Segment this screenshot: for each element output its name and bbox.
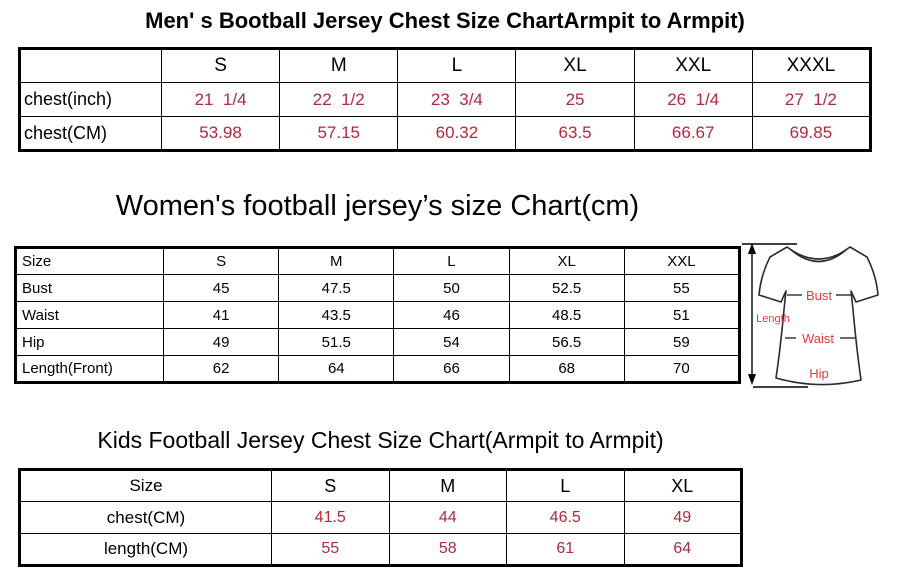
corner-cell: Size <box>15 247 164 275</box>
mens-chart-title: Men' s Bootball Jersey Chest Size ChartA… <box>145 8 745 33</box>
column-header: XL <box>508 247 625 275</box>
kids-chart-title: Kids Football Jersey Chest Size Chart(Ar… <box>97 427 664 453</box>
table-row: Length(Front) 62 64 66 68 70 <box>15 355 741 383</box>
row-label: Length(Front) <box>15 355 164 383</box>
length-arrow <box>742 243 808 388</box>
table-row: Bust 45 47.5 50 52.5 55 <box>15 274 741 302</box>
value-cell: 41.5 <box>271 501 390 534</box>
column-header: S <box>162 247 280 275</box>
table-row: length(CM) 55 58 61 64 <box>19 533 742 566</box>
shirt-measurement-diagram: Length Bust Waist Hip <box>740 238 901 390</box>
column-header: M <box>279 48 399 83</box>
value-cell: 52.5 <box>508 274 625 302</box>
value-cell: 69.85 <box>751 116 872 151</box>
hip-label: Hip <box>809 366 829 381</box>
header-row: Size S M L XL XXL <box>15 247 741 275</box>
column-header: S <box>160 48 281 83</box>
value-cell: 25 <box>515 82 635 117</box>
womens-chart-title: Women's football jersey’s size Chart(cm) <box>115 190 640 222</box>
table-row: chest(CM) 41.5 44 46.5 49 <box>19 501 742 534</box>
value-cell: 54 <box>393 328 510 356</box>
column-header: XXL <box>623 247 741 275</box>
value-cell: 48.5 <box>508 301 625 329</box>
value-cell: 47.5 <box>278 274 395 302</box>
value-cell: 56.5 <box>508 328 625 356</box>
value-cell: 44 <box>388 501 507 534</box>
table-row: Hip 49 51.5 54 56.5 59 <box>15 328 741 356</box>
value-cell: 66 <box>393 355 510 383</box>
table-row: chest(CM) 53.98 57.15 60.32 63.5 66.67 69.85 <box>19 116 872 151</box>
column-header: S <box>271 469 390 502</box>
length-label: Length <box>756 313 790 325</box>
value-cell: 43.5 <box>278 301 395 329</box>
table-row: chest(inch) 21 1/4 22 1/2 23 3/4 25 26 1/4 27 … <box>19 82 872 117</box>
value-cell: 45 <box>162 274 280 302</box>
value-cell: 21 1/4 <box>160 82 281 117</box>
value-cell: 53.98 <box>160 116 281 151</box>
shirt-outline-icon <box>758 246 879 386</box>
value-cell: 51 <box>623 301 741 329</box>
value-cell: 57.15 <box>279 116 399 151</box>
value-cell: 49 <box>162 328 280 356</box>
value-cell: 51.5 <box>278 328 395 356</box>
row-label: chest(CM) <box>19 116 162 151</box>
corner-cell: Size <box>19 469 272 502</box>
value-cell: 46 <box>393 301 510 329</box>
row-label: Hip <box>15 328 164 356</box>
value-cell: 22 1/2 <box>279 82 399 117</box>
column-header: XL <box>515 48 635 83</box>
column-header: XXL <box>633 48 753 83</box>
value-cell: 55 <box>271 533 390 566</box>
waist-label: Waist <box>802 331 834 346</box>
column-header: M <box>278 247 395 275</box>
kids-size-table: Size S M L XL chest(CM) 41.5 44 46.5 49 length(CM)… <box>18 468 743 567</box>
column-header: XXXL <box>751 48 872 83</box>
value-cell: 61 <box>506 533 625 566</box>
row-label: length(CM) <box>19 533 272 566</box>
value-cell: 50 <box>393 274 510 302</box>
table-row: Waist 41 43.5 46 48.5 51 <box>15 301 741 329</box>
value-cell: 59 <box>623 328 741 356</box>
mens-size-table: S M L XL XXL XXXL chest(inch) 21 1/4 22 1/2 23 3/… <box>18 47 872 152</box>
value-cell: 68 <box>508 355 625 383</box>
value-cell: 60.32 <box>397 116 517 151</box>
value-cell: 23 3/4 <box>397 82 517 117</box>
value-cell: 46.5 <box>506 501 625 534</box>
womens-size-table: Size S M L XL XXL Bust 45 47.5 50 52.5 55 Waist 41 43.… <box>14 246 741 384</box>
value-cell: 27 1/2 <box>751 82 872 117</box>
corner-cell <box>19 48 162 83</box>
value-cell: 55 <box>623 274 741 302</box>
row-label: chest(inch) <box>19 82 162 117</box>
value-cell: 70 <box>623 355 741 383</box>
value-cell: 41 <box>162 301 280 329</box>
value-cell: 26 1/4 <box>633 82 753 117</box>
header-row: Size S M L XL <box>19 469 742 502</box>
value-cell: 58 <box>388 533 507 566</box>
value-cell: 62 <box>162 355 280 383</box>
row-label: Waist <box>15 301 164 329</box>
column-header: M <box>388 469 507 502</box>
column-header: L <box>393 247 510 275</box>
measurement-lines <box>785 294 855 339</box>
column-header: L <box>397 48 517 83</box>
bust-label: Bust <box>806 288 832 303</box>
value-cell: 64 <box>278 355 395 383</box>
column-header: XL <box>623 469 742 502</box>
row-label: Bust <box>15 274 164 302</box>
value-cell: 63.5 <box>515 116 635 151</box>
column-header: L <box>506 469 625 502</box>
row-label: chest(CM) <box>19 501 272 534</box>
value-cell: 66.67 <box>633 116 753 151</box>
header-row: S M L XL XXL XXXL <box>19 48 872 83</box>
value-cell: 64 <box>623 533 742 566</box>
value-cell: 49 <box>623 501 742 534</box>
